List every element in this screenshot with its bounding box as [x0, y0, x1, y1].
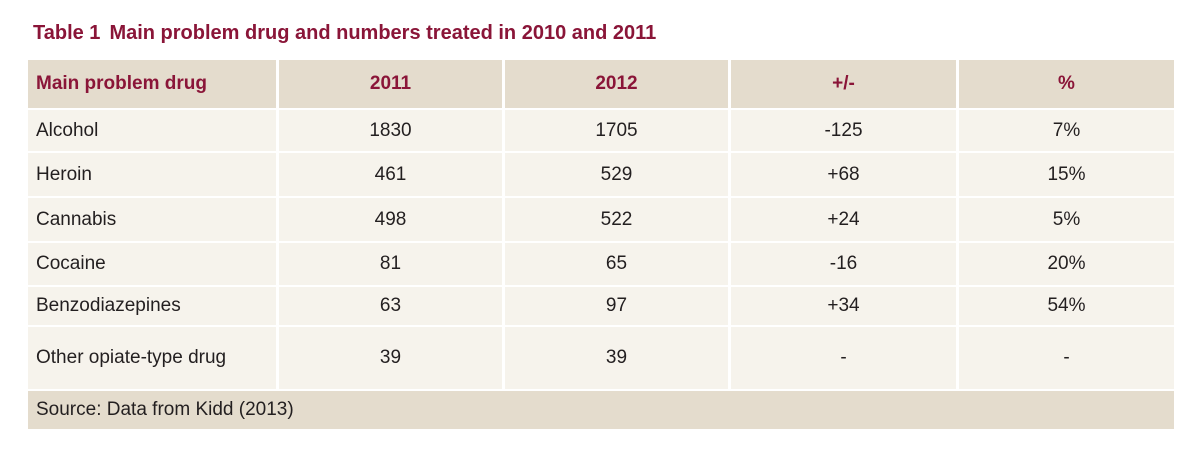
header-change: +/- [728, 60, 956, 110]
table-row: Heroin 461 529 +68 15% [28, 153, 1174, 198]
table-row: Benzodiazepines 63 97 +34 54% [28, 287, 1174, 327]
table-row: Other opiate-type drug 39 39 - - [28, 327, 1174, 391]
cell-drug: Heroin [28, 153, 276, 198]
drug-treatment-table: Main problem drug 2011 2012 +/- % Alcoho… [28, 60, 1174, 429]
cell-2012: 65 [502, 243, 728, 287]
cell-2011: 498 [276, 198, 502, 243]
cell-change: +34 [728, 287, 956, 327]
cell-2012: 1705 [502, 110, 728, 153]
cell-2011: 81 [276, 243, 502, 287]
cell-2011: 39 [276, 327, 502, 391]
table-title: Table 1 Main problem drug and numbers tre… [33, 22, 656, 45]
header-main-problem-drug: Main problem drug [28, 60, 276, 110]
cell-percent: 5% [956, 198, 1174, 243]
cell-change: -125 [728, 110, 956, 153]
source-note: Source: Data from Kidd (2013) [28, 391, 1174, 429]
table-row: Alcohol 1830 1705 -125 7% [28, 110, 1174, 153]
header-percent: % [956, 60, 1174, 110]
header-row: Main problem drug 2011 2012 +/- % [28, 60, 1174, 110]
cell-drug: Cannabis [28, 198, 276, 243]
cell-change: - [728, 327, 956, 391]
table-row: Cocaine 81 65 -16 20% [28, 243, 1174, 287]
cell-2012: 529 [502, 153, 728, 198]
cell-drug: Cocaine [28, 243, 276, 287]
header-2012: 2012 [502, 60, 728, 110]
cell-2011: 1830 [276, 110, 502, 153]
cell-percent: 15% [956, 153, 1174, 198]
header-2011: 2011 [276, 60, 502, 110]
cell-percent: - [956, 327, 1174, 391]
cell-2011: 461 [276, 153, 502, 198]
table-row: Cannabis 498 522 +24 5% [28, 198, 1174, 243]
cell-2012: 39 [502, 327, 728, 391]
cell-change: +24 [728, 198, 956, 243]
cell-percent: 20% [956, 243, 1174, 287]
cell-drug: Other opiate-type drug [28, 327, 276, 391]
cell-2012: 522 [502, 198, 728, 243]
cell-drug: Benzodiazepines [28, 287, 276, 327]
cell-2011: 63 [276, 287, 502, 327]
cell-percent: 54% [956, 287, 1174, 327]
cell-change: +68 [728, 153, 956, 198]
cell-drug: Alcohol [28, 110, 276, 153]
cell-2012: 97 [502, 287, 728, 327]
source-row: Source: Data from Kidd (2013) [28, 391, 1174, 429]
table-caption: Main problem drug and numbers treated in… [109, 22, 657, 44]
table-number: Table 1 [33, 22, 101, 44]
cell-change: -16 [728, 243, 956, 287]
cell-percent: 7% [956, 110, 1174, 153]
